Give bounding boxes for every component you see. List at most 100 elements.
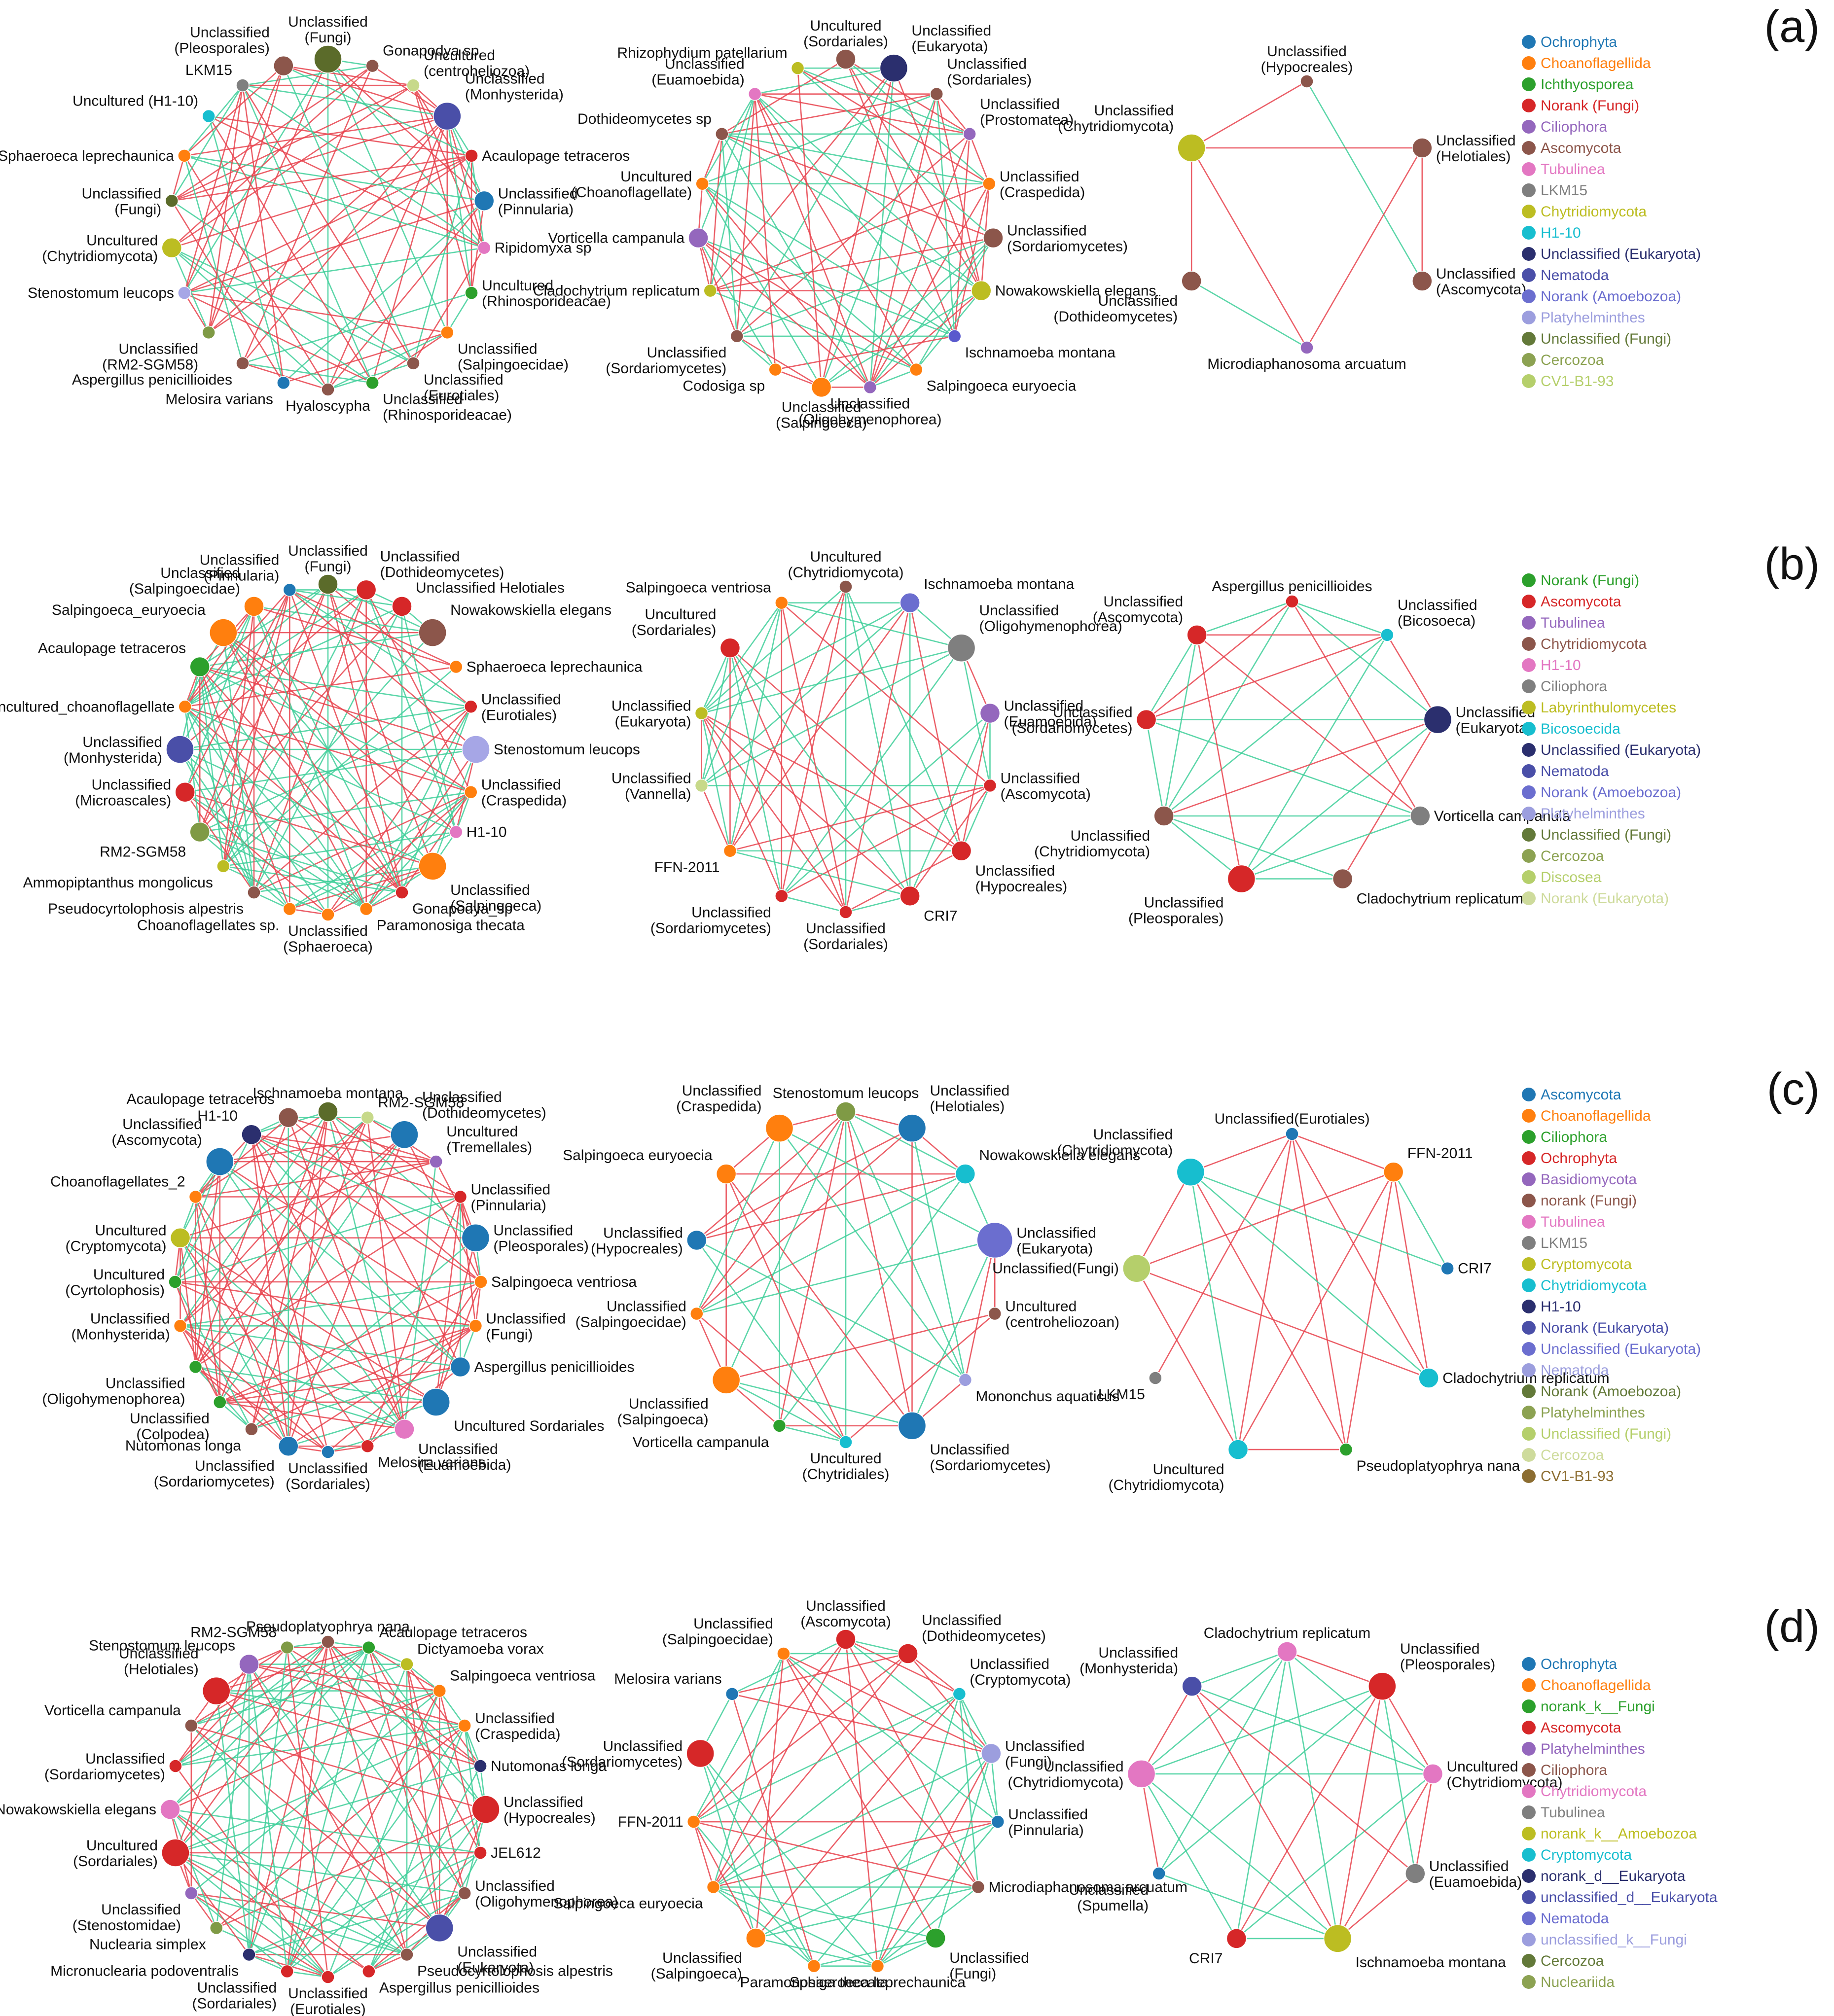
network-edge	[1241, 815, 1421, 880]
node-label: Unclassified(Eurotiales)	[1214, 1111, 1369, 1127]
node-label: Unclassified (Euamoebida)	[651, 56, 744, 88]
network-edge	[1163, 635, 1198, 816]
network-edge	[222, 590, 290, 867]
node-label: Unclassified (Dothideomycetes)	[922, 1612, 1046, 1644]
node-label: Uncultured (centroheliozoan)	[1005, 1299, 1119, 1331]
legend: Norank (Fungi) Ascomycota Tubulinea Chytrid…	[1522, 572, 1701, 907]
network-edge	[696, 1239, 995, 1314]
network-edge	[248, 1647, 370, 1955]
network-edge	[813, 1753, 992, 1967]
network-edge	[179, 749, 290, 910]
network-edge	[219, 1325, 476, 1403]
node-label: Gonapodya_sp	[412, 901, 513, 917]
legend-label: Cercozoa	[1541, 1953, 1604, 1969]
network-edge	[701, 713, 731, 851]
network-node	[971, 1880, 985, 1894]
node-label: Unclassified (Salpingoeca)	[617, 1396, 709, 1428]
legend-swatch	[1522, 1763, 1536, 1777]
network-edge	[184, 589, 290, 793]
network-node	[433, 102, 462, 131]
network-edge	[175, 1852, 328, 1978]
network-edge	[195, 1161, 221, 1367]
network-edge	[1196, 601, 1293, 636]
network-edge	[845, 1638, 992, 1754]
network-edge	[289, 589, 471, 707]
network-node	[898, 1643, 918, 1664]
network-node	[241, 1124, 262, 1145]
legend-swatch	[1522, 701, 1536, 714]
network-node	[321, 383, 335, 396]
network-edge	[726, 1379, 846, 1443]
network-edge	[701, 712, 962, 851]
network-node	[178, 149, 191, 163]
network-node	[471, 1795, 500, 1824]
node-label: Salpingoeca euryoecia	[553, 1896, 703, 1912]
network-node	[1136, 709, 1157, 730]
node-label: Unclassified (Pinnularia)	[470, 1182, 550, 1214]
network-edge	[180, 1325, 461, 1368]
network-node	[1226, 1928, 1247, 1949]
network-node	[465, 149, 478, 163]
network-edge	[287, 1647, 481, 1767]
network-edge	[754, 93, 982, 291]
node-label: H1-10	[197, 1108, 238, 1124]
network-edge	[1141, 1773, 1160, 1874]
legend-swatch	[1522, 162, 1536, 176]
network-edge	[700, 1753, 815, 1967]
network-edge	[286, 1647, 329, 1978]
network-edge	[251, 1134, 461, 1368]
network-edge	[721, 133, 990, 185]
network-node	[418, 852, 447, 881]
network-edge	[180, 1117, 368, 1327]
network-edge	[969, 134, 990, 184]
node-label: Melosira varians	[165, 391, 273, 407]
network-edge	[365, 589, 471, 793]
node-label: Unclassified (Eukaryota)	[1455, 705, 1535, 737]
node-label: Unclassified (Prostomatea)	[980, 96, 1074, 128]
network-node	[453, 1190, 467, 1204]
network-edge	[222, 584, 329, 867]
legend-swatch	[1522, 311, 1536, 324]
network-node	[686, 1739, 715, 1768]
node-label: Unclassified (Chytridiomycota)	[1034, 828, 1150, 860]
node-label: Paramonosiga thecata	[740, 1975, 888, 1991]
network-edge	[180, 1161, 436, 1238]
network-edge	[710, 94, 756, 291]
network-edge	[199, 584, 329, 833]
network-node	[465, 286, 478, 300]
node-label: Unclassified (Sordariales)	[947, 56, 1032, 88]
network-edge	[729, 602, 783, 851]
node-label: Unclassified(Fungi)	[992, 1261, 1119, 1277]
network-edge	[779, 1425, 846, 1443]
network-node	[811, 377, 832, 398]
node-label: Unclassified (Salpingoeca)	[776, 399, 867, 431]
network-edge	[959, 1694, 992, 1754]
network-edge	[222, 589, 367, 867]
network-edge	[242, 115, 448, 364]
network-edge	[435, 1197, 461, 1403]
network-edge	[821, 94, 937, 388]
network-edge	[251, 1366, 461, 1430]
network-edge	[702, 93, 755, 184]
legend-swatch	[1522, 1784, 1536, 1798]
network-edge	[701, 647, 962, 786]
network-edge	[755, 1653, 785, 1939]
node-label: Unclassified (Dothideomycetes)	[1053, 293, 1178, 325]
network-node	[930, 87, 944, 101]
network-node	[450, 1356, 471, 1378]
network-edge	[171, 247, 328, 390]
network-node	[981, 1743, 1002, 1764]
network-edge	[725, 1111, 847, 1380]
network-node	[982, 177, 996, 191]
legend-swatch	[1522, 205, 1536, 218]
network-edge	[219, 1133, 405, 1163]
legend-swatch	[1522, 1384, 1536, 1398]
network-edge	[869, 369, 917, 388]
network-node	[839, 1435, 853, 1449]
network-edge	[251, 1134, 405, 1430]
network-edge	[696, 1313, 846, 1443]
network-edge	[725, 1173, 913, 1426]
network-edge	[184, 589, 290, 707]
network-edge	[242, 85, 285, 383]
network-edge	[732, 1653, 908, 1695]
